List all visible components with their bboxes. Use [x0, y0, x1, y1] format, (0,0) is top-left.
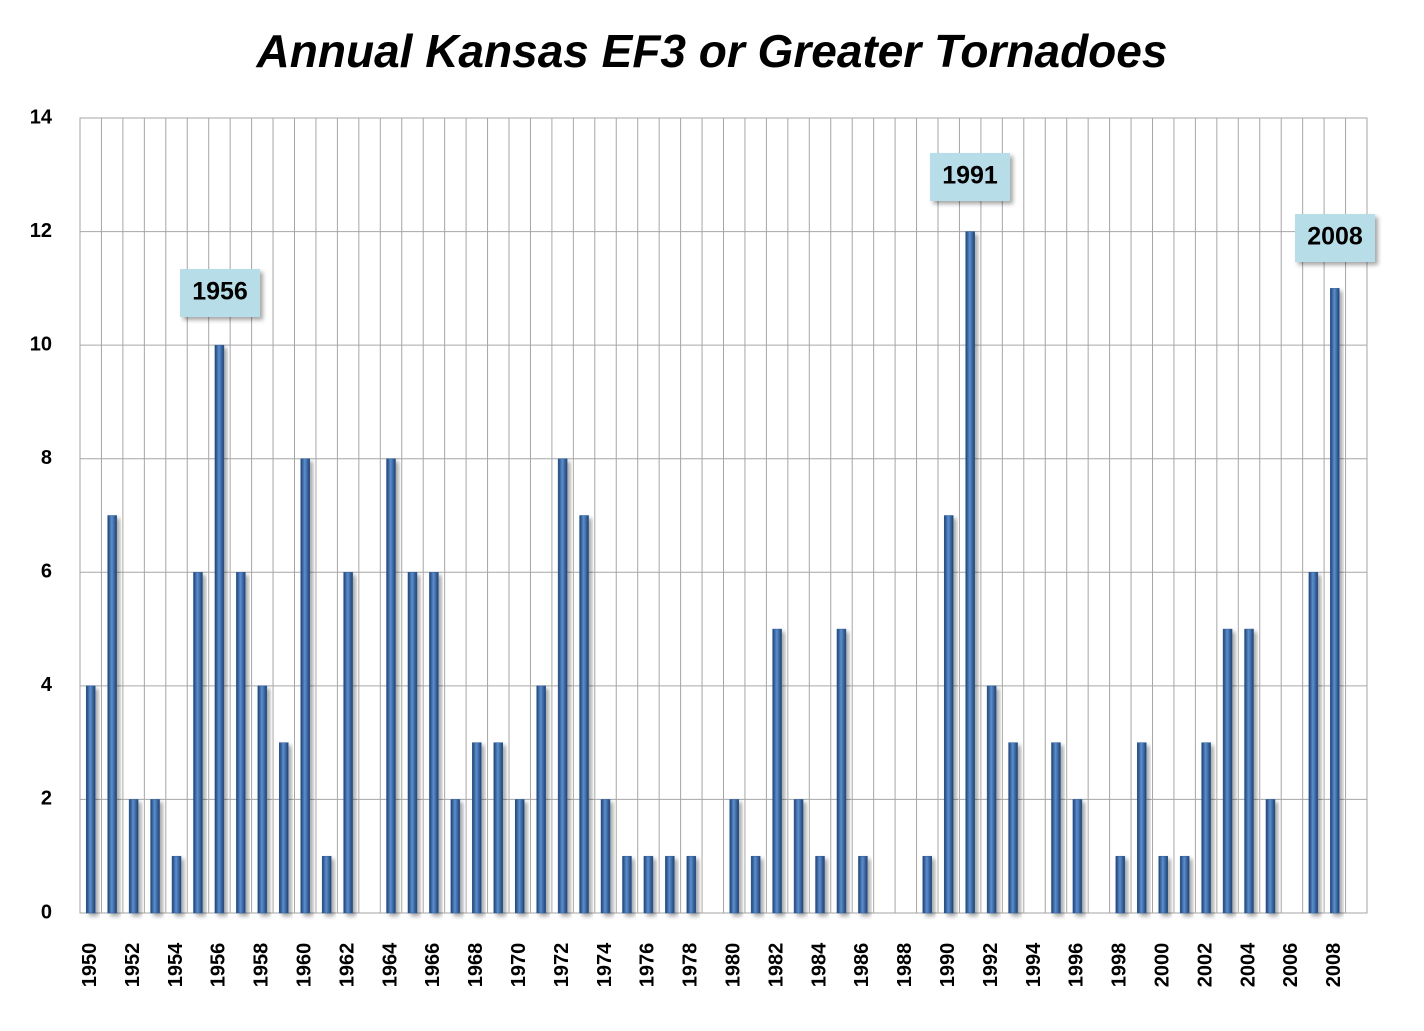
- x-tick-label: 1958: [251, 943, 273, 988]
- y-tick-label: 12: [30, 220, 52, 242]
- bar: [236, 572, 246, 914]
- x-tick-label: 1988: [894, 943, 916, 988]
- x-tick-label: 1966: [422, 943, 444, 988]
- x-tick-label: 1996: [1066, 943, 1088, 988]
- bar: [514, 799, 525, 914]
- bar: [493, 742, 504, 914]
- annotation-box: [180, 269, 260, 317]
- bar: [1308, 572, 1319, 914]
- bar: [472, 742, 482, 914]
- bar: [300, 458, 310, 914]
- x-tick-label: 2002: [1194, 943, 1216, 988]
- bar: [965, 231, 975, 914]
- bar: [579, 515, 589, 914]
- bar: [772, 628, 782, 914]
- bar: [600, 799, 611, 914]
- x-tick-label: 1964: [379, 942, 401, 987]
- bar: [279, 742, 289, 914]
- x-tick-label: 1968: [465, 943, 487, 988]
- annotation: 1956: [192, 278, 248, 306]
- bar: [750, 855, 761, 914]
- annotation: 1991: [942, 162, 998, 190]
- bar: [1137, 742, 1147, 914]
- x-tick-label: 2000: [1152, 943, 1174, 988]
- x-tick-label: 2006: [1280, 943, 1302, 988]
- bar: [793, 799, 804, 914]
- bar: [150, 799, 160, 914]
- bar: [622, 855, 632, 914]
- x-tick-label: 1960: [294, 943, 316, 988]
- bar: [450, 799, 461, 914]
- bar: [665, 855, 675, 914]
- x-tick-label: 1962: [336, 943, 358, 988]
- bar: [85, 685, 96, 914]
- bar: [1051, 742, 1061, 914]
- x-tick-label: 1986: [851, 943, 873, 988]
- annotation-box: [1295, 214, 1375, 262]
- y-tick-label: 0: [41, 901, 52, 923]
- bar: [429, 572, 439, 914]
- x-tick-label: 2004: [1237, 942, 1259, 987]
- bar: [1179, 855, 1190, 914]
- x-tick-label: 1990: [937, 943, 959, 988]
- bar: [557, 458, 568, 914]
- x-tick-label: 1978: [680, 943, 702, 988]
- bar: [407, 572, 418, 914]
- x-tick-label: 1954: [165, 942, 187, 987]
- bar: [1115, 855, 1126, 914]
- y-tick-label: 2: [41, 788, 52, 810]
- x-tick-label: 1956: [208, 943, 230, 988]
- x-tick-label: 1984: [808, 942, 830, 987]
- bar: [643, 855, 654, 914]
- bar: [1244, 628, 1254, 914]
- bar: [193, 572, 203, 914]
- y-tick-label: 8: [41, 447, 52, 469]
- bar: [1265, 799, 1276, 914]
- x-tick-label: 2008: [1323, 943, 1345, 988]
- y-tick-label: 6: [41, 561, 52, 583]
- x-tick-label: 1994: [1023, 942, 1045, 987]
- y-tick-label: 10: [30, 333, 52, 355]
- bar: [1201, 742, 1211, 914]
- bar: [321, 855, 332, 914]
- x-tick-label: 1982: [765, 943, 787, 988]
- x-tick-label: 1970: [508, 943, 530, 988]
- annotation: 2008: [1307, 223, 1363, 251]
- x-tick-label: 1998: [1109, 943, 1131, 988]
- bar: [729, 799, 739, 914]
- x-tick-label: 1974: [594, 942, 616, 987]
- annotation-box: [930, 153, 1010, 201]
- bar: [171, 855, 182, 914]
- bar: [536, 685, 546, 914]
- bar: [128, 799, 139, 914]
- bar: [214, 344, 225, 914]
- bar: [386, 458, 396, 914]
- x-tick-label: 1972: [551, 943, 573, 988]
- bar: [686, 855, 697, 914]
- bar: [815, 855, 825, 914]
- bar: [836, 628, 847, 914]
- x-tick-label: 1952: [122, 943, 144, 988]
- bar: [922, 855, 933, 914]
- bar: [1222, 628, 1233, 914]
- chart-title: Annual Kansas EF3 or Greater Tornadoes: [256, 25, 1168, 77]
- bar: [107, 515, 117, 914]
- bar: [943, 515, 954, 914]
- x-tick-label: 1950: [79, 943, 101, 988]
- bar: [1008, 742, 1018, 914]
- bar: [1072, 799, 1083, 914]
- y-tick-label: 4: [41, 674, 53, 696]
- bar: [1158, 855, 1168, 914]
- y-tick-label: 14: [30, 106, 53, 128]
- x-tick-label: 1992: [980, 943, 1002, 988]
- bar: [1330, 288, 1340, 914]
- bar: [343, 572, 353, 914]
- x-tick-label: 1976: [637, 943, 659, 988]
- x-tick-label: 1980: [723, 943, 745, 988]
- bar: [986, 685, 997, 914]
- bar: [257, 685, 268, 914]
- bar: [858, 855, 868, 914]
